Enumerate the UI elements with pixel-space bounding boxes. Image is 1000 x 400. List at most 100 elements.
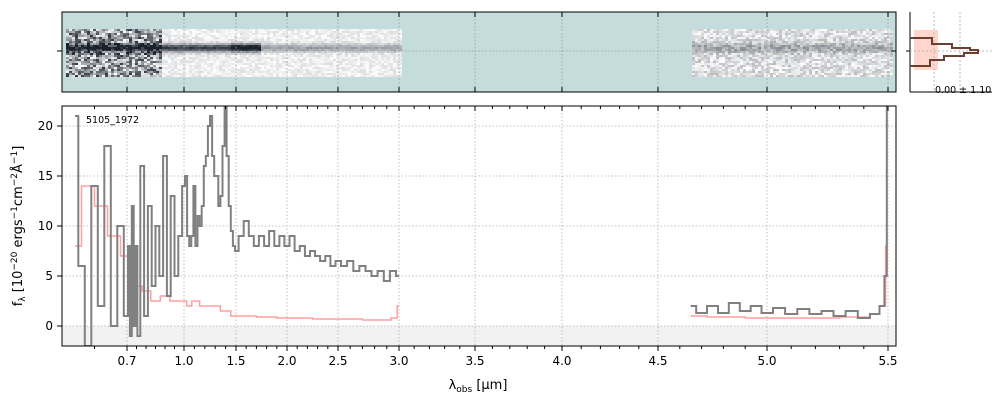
spectrum-2d-pixel [345, 43, 348, 45]
spectrum-2d-pixel [369, 45, 372, 47]
spectrum-2d-pixel [869, 41, 872, 43]
spectrum-2d-pixel [713, 33, 716, 35]
spectrum-2d-pixel [372, 61, 375, 63]
spectrum-2d-pixel [162, 73, 165, 75]
spectrum-2d-pixel [312, 29, 315, 31]
spectrum-2d-pixel [162, 39, 165, 41]
spectrum-2d-pixel [722, 37, 725, 39]
spectrum-2d-pixel [186, 47, 189, 49]
spectrum-2d-pixel [198, 65, 201, 67]
spectrum-2d-pixel [132, 45, 135, 47]
spectrum-2d-pixel [818, 65, 821, 67]
spectrum-2d-pixel [833, 35, 836, 37]
spectrum-2d-pixel [165, 67, 168, 69]
spectrum-2d-pixel [327, 75, 330, 77]
spectrum-2d-pixel [153, 73, 156, 75]
spectrum-2d-pixel [842, 73, 845, 75]
spectrum-2d-pixel [737, 33, 740, 35]
spectrum-2d-pixel [150, 75, 153, 77]
spectrum-2d-pixel [788, 57, 791, 59]
spectrum-2d-pixel [141, 63, 144, 65]
spectrum-2d-pixel [129, 43, 132, 45]
spectrum-2d-pixel [189, 49, 192, 51]
spectrum-2d-pixel [273, 55, 276, 57]
spectrum-2d-pixel [333, 43, 336, 45]
spectrum-2d-pixel [177, 55, 180, 57]
spectrum-2d-pixel [384, 55, 387, 57]
spectrum-2d-pixel [803, 33, 806, 35]
spectrum-2d-pixel [297, 49, 300, 51]
spectrum-2d-pixel [752, 51, 755, 53]
spectrum-2d-pixel [147, 33, 150, 35]
spectrum-2d-pixel [66, 35, 69, 37]
spectrum-2d-pixel [890, 47, 893, 49]
spectrum-2d-pixel [282, 67, 285, 69]
spectrum-2d-pixel [198, 31, 201, 33]
spectrum-2d-pixel [78, 31, 81, 33]
spectrum-2d-pixel [701, 43, 704, 45]
spectrum-2d-pixel [737, 75, 740, 77]
spectrum-2d-pixel [165, 37, 168, 39]
spectrum-2d-pixel [824, 61, 827, 63]
spectrum-2d-pixel [381, 59, 384, 61]
spectrum-2d-pixel [153, 31, 156, 33]
spectrum-2d-pixel [366, 35, 369, 37]
spectrum-2d-pixel [800, 71, 803, 73]
spectrum-2d-pixel [312, 67, 315, 69]
spectrum-2d-pixel [701, 73, 704, 75]
spectrum-2d-pixel [231, 31, 234, 33]
spectrum-2d-pixel [384, 61, 387, 63]
spectrum-2d-pixel [845, 65, 848, 67]
spectrum-2d-pixel [99, 41, 102, 43]
spectrum-2d-pixel [279, 75, 282, 77]
spectrum-2d-pixel [797, 61, 800, 63]
spectrum-2d-pixel [204, 45, 207, 47]
spectrum-2d-pixel [761, 35, 764, 37]
spectrum-2d-pixel [842, 71, 845, 73]
spectrum-2d-pixel [282, 75, 285, 77]
spectrum-2d-pixel [195, 57, 198, 59]
spectrum-2d-pixel [788, 43, 791, 45]
spectrum-2d-pixel [93, 71, 96, 73]
spectrum-2d-pixel [342, 57, 345, 59]
spectrum-2d-pixel [189, 61, 192, 63]
spectrum-2d-pixel [761, 41, 764, 43]
spectrum-2d-pixel [722, 67, 725, 69]
spectrum-2d-pixel [342, 45, 345, 47]
spectrum-2d-pixel [725, 47, 728, 49]
spectrum-2d-pixel [812, 29, 815, 31]
spectrum-2d-pixel [731, 45, 734, 47]
spectrum-2d-pixel [195, 41, 198, 43]
spectrum-2d-gridlines [62, 12, 896, 92]
spectrum-2d-pixel [719, 47, 722, 49]
spectrum-2d-pixel [824, 75, 827, 77]
spectrum-2d-pixel [782, 61, 785, 63]
spectrum-2d-pixel [312, 73, 315, 75]
spectrum-2d-pixel [818, 57, 821, 59]
spectrum-2d-pixel [713, 53, 716, 55]
spectrum-2d-pixel [102, 59, 105, 61]
spectrum-2d-pixel [848, 49, 851, 51]
spectrum-2d-pixel [84, 31, 87, 33]
spectrum-2d-pixel [384, 49, 387, 51]
spectrum-2d-pixel [255, 53, 258, 55]
spectrum-2d-pixel [767, 59, 770, 61]
spectrum-2d-pixel [96, 43, 99, 45]
spectrum-2d-pixel [869, 57, 872, 59]
spectrum-2d-pixel [243, 65, 246, 67]
spectrum-2d-pixel [198, 55, 201, 57]
spectrum-2d-pixel [830, 57, 833, 59]
spectrum-2d-pixel [731, 59, 734, 61]
spectrum-2d-pixel [183, 37, 186, 39]
spectrum-2d-pixel [240, 39, 243, 41]
spectrum-2d-pixel [698, 39, 701, 41]
spectrum-2d-pixel [704, 59, 707, 61]
spectrum-2d-pixel [749, 55, 752, 57]
spectrum-2d-pixel [821, 47, 824, 49]
spectrum-2d-pixel [797, 31, 800, 33]
spectrum-2d-pixel [803, 63, 806, 65]
spectrum-2d-pixel [737, 49, 740, 51]
spectrum-2d-pixel [348, 63, 351, 65]
spectrum-2d-pixel [881, 41, 884, 43]
spectrum-2d-pixel [243, 31, 246, 33]
